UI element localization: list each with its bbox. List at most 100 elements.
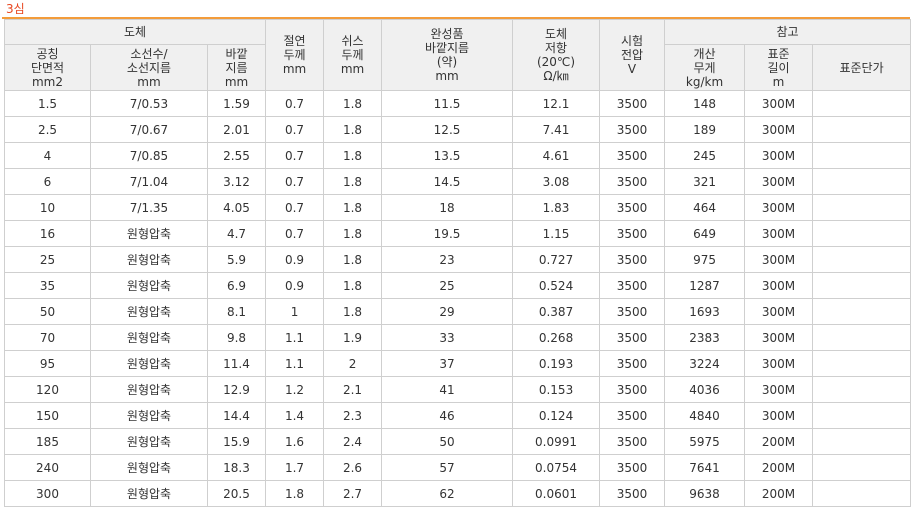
cell-strand: 원형압축: [90, 324, 208, 351]
cell-insulation-thickness: 0.9: [265, 246, 325, 273]
cell-finished-od: 25: [381, 272, 514, 299]
cell-conductor-od: 4.05: [206, 194, 267, 221]
cell-std-length: 300M: [744, 246, 814, 273]
cell-conductor-resistance: 4.61: [512, 142, 601, 169]
cell-test-voltage: 3500: [599, 428, 666, 455]
cell-nominal-area: 50: [4, 298, 91, 325]
cell-std-length: 300M: [744, 116, 814, 143]
cell-weight: 975: [664, 246, 746, 273]
cell-test-voltage: 3500: [599, 324, 666, 351]
cell-insulation-thickness: 0.7: [265, 142, 325, 169]
cell-insulation-thickness: 1.2: [265, 376, 325, 403]
table-row: 50 원형압축 8.1 1 1.8 29 0.387 3500 1693 300M: [4, 298, 912, 325]
cell-weight: 245: [664, 142, 746, 169]
cell-strand: 원형압축: [90, 480, 208, 507]
cell-test-voltage: 3500: [599, 220, 666, 247]
cell-strand: 원형압축: [90, 246, 208, 273]
cell-sheath-thickness: 2.3: [323, 402, 383, 429]
cell-unit-price: [812, 376, 912, 403]
cell-std-length: 300M: [744, 220, 814, 247]
cell-sheath-thickness: 1.8: [323, 168, 383, 195]
cell-sheath-thickness: 1.8: [323, 90, 383, 117]
cell-sheath-thickness: 2: [323, 350, 383, 377]
cell-test-voltage: 3500: [599, 194, 666, 221]
cell-insulation-thickness: 1.7: [265, 454, 325, 481]
cell-nominal-area: 6: [4, 168, 91, 195]
cell-insulation-thickness: 1.1: [265, 350, 325, 377]
cell-strand: 원형압축: [90, 402, 208, 429]
cell-unit-price: [812, 350, 912, 377]
cell-conductor-resistance: 0.387: [512, 298, 601, 325]
cell-insulation-thickness: 0.7: [265, 220, 325, 247]
cell-nominal-area: 185: [4, 428, 91, 455]
cell-weight: 2383: [664, 324, 746, 351]
cell-unit-price: [812, 246, 912, 273]
cell-conductor-resistance: 0.124: [512, 402, 601, 429]
cell-strand: 원형압축: [90, 298, 208, 325]
cell-test-voltage: 3500: [599, 376, 666, 403]
cell-insulation-thickness: 1.4: [265, 402, 325, 429]
cell-finished-od: 29: [381, 298, 514, 325]
cell-strand: 원형압축: [90, 272, 208, 299]
cell-std-length: 200M: [744, 454, 814, 481]
cell-weight: 4840: [664, 402, 746, 429]
cell-test-voltage: 3500: [599, 272, 666, 299]
cell-finished-od: 37: [381, 350, 514, 377]
cell-test-voltage: 3500: [599, 480, 666, 507]
table-row: 95 원형압축 11.4 1.1 2 37 0.193 3500 3224 300M: [4, 350, 912, 377]
cell-weight: 1693: [664, 298, 746, 325]
cell-test-voltage: 3500: [599, 298, 666, 325]
table-row: 25 원형압축 5.9 0.9 1.8 23 0.727 3500 975 300M: [4, 246, 912, 273]
cell-unit-price: [812, 298, 912, 325]
cell-conductor-resistance: 3.08: [512, 168, 601, 195]
cell-unit-price: [812, 272, 912, 299]
cell-nominal-area: 150: [4, 402, 91, 429]
table-row: 150 원형압축 14.4 1.4 2.3 46 0.124 3500 4840 300M: [4, 402, 912, 429]
cell-conductor-resistance: 0.0991: [512, 428, 601, 455]
cell-weight: 5975: [664, 428, 746, 455]
header-conductor-od: 바깥 지름 mm: [206, 44, 267, 91]
title-bar: 3심: [2, 0, 910, 19]
cell-test-voltage: 3500: [599, 350, 666, 377]
header-reference-group: 참고: [664, 19, 912, 45]
cell-sheath-thickness: 1.8: [323, 220, 383, 247]
cell-finished-od: 13.5: [381, 142, 514, 169]
header-conductor-group: 도체: [3, 19, 267, 45]
cell-unit-price: [812, 428, 912, 455]
cell-nominal-area: 1.5: [4, 90, 91, 117]
cell-conductor-resistance: 1.83: [512, 194, 601, 221]
cell-finished-od: 23: [381, 246, 514, 273]
header-weight: 개산 무게 kg/km: [664, 44, 746, 91]
cell-std-length: 300M: [744, 90, 814, 117]
cell-conductor-od: 6.9: [206, 272, 267, 299]
header-test-voltage: 시험 전압 V: [599, 19, 666, 91]
cell-conductor-od: 20.5: [206, 480, 267, 507]
cell-weight: 9638: [664, 480, 746, 507]
cell-nominal-area: 10: [4, 194, 91, 221]
cell-strand: 7/0.53: [90, 90, 208, 117]
cell-std-length: 300M: [744, 324, 814, 351]
cell-nominal-area: 120: [4, 376, 91, 403]
cell-conductor-resistance: 0.524: [512, 272, 601, 299]
cell-std-length: 300M: [744, 272, 814, 299]
cell-weight: 4036: [664, 376, 746, 403]
cell-conductor-od: 5.9: [206, 246, 267, 273]
cell-unit-price: [812, 168, 912, 195]
cell-strand: 원형압축: [90, 350, 208, 377]
cell-sheath-thickness: 1.8: [323, 116, 383, 143]
cell-insulation-thickness: 1.1: [265, 324, 325, 351]
cell-nominal-area: 25: [4, 246, 91, 273]
header-finished-od: 완성품 바깥지름 (약) mm: [381, 19, 514, 91]
cell-std-length: 200M: [744, 480, 814, 507]
cell-conductor-od: 12.9: [206, 376, 267, 403]
cell-weight: 321: [664, 168, 746, 195]
cell-conductor-od: 18.3: [206, 454, 267, 481]
cell-nominal-area: 300: [4, 480, 91, 507]
header-unit-price: 표준단가: [812, 44, 912, 91]
cell-insulation-thickness: 1.8: [265, 480, 325, 507]
cell-strand: 7/0.85: [90, 142, 208, 169]
cell-sheath-thickness: 1.8: [323, 298, 383, 325]
cell-std-length: 300M: [744, 194, 814, 221]
cell-conductor-od: 14.4: [206, 402, 267, 429]
cell-finished-od: 11.5: [381, 90, 514, 117]
